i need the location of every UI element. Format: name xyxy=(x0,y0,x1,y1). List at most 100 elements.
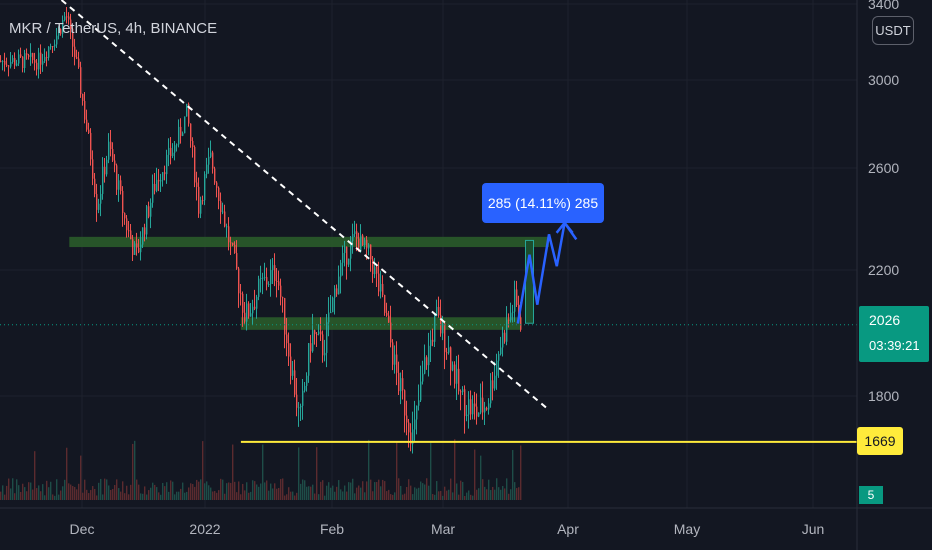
volume-bar xyxy=(310,486,312,500)
candle-body xyxy=(502,332,504,348)
volume-bar xyxy=(304,480,306,500)
volume-bar xyxy=(324,495,326,500)
candle-body xyxy=(314,330,316,335)
volume-bar xyxy=(330,487,332,500)
volume-bar xyxy=(160,494,162,500)
y-tick-label: 3000 xyxy=(868,72,899,88)
volume-bar xyxy=(138,484,140,500)
candle-body xyxy=(292,370,294,376)
candle-body xyxy=(404,390,406,416)
volume-bar xyxy=(232,444,234,500)
volume-bar xyxy=(358,485,360,500)
candle-body xyxy=(12,58,14,62)
volume-bar xyxy=(512,450,514,500)
candle-body xyxy=(216,182,218,188)
volume-bar xyxy=(242,483,244,500)
volume-bar xyxy=(320,481,322,500)
candle-body xyxy=(24,53,26,69)
candle-body xyxy=(330,312,332,314)
volume-bar xyxy=(306,486,308,500)
volume-bar xyxy=(270,483,272,500)
candle-body xyxy=(326,322,328,353)
candle-body xyxy=(308,343,310,376)
candle-body xyxy=(210,152,212,157)
volume-bar xyxy=(520,445,522,500)
volume-bar xyxy=(420,481,422,500)
volume-bar xyxy=(352,478,354,500)
candle-body xyxy=(514,289,516,312)
volume-bar xyxy=(54,495,56,500)
candle-body xyxy=(46,56,48,58)
candle-body xyxy=(348,258,350,265)
volume-bar xyxy=(514,482,516,500)
candle-body xyxy=(464,389,466,417)
volume-bar xyxy=(118,488,120,500)
candle-body xyxy=(506,319,508,342)
candle-body xyxy=(174,145,176,153)
candle-body xyxy=(460,391,462,393)
candle-body xyxy=(418,400,420,406)
volume-bar xyxy=(28,482,30,500)
candle-body xyxy=(94,178,96,195)
candle-body xyxy=(116,165,118,190)
volume-bar xyxy=(372,491,374,500)
volume-bar xyxy=(106,479,108,500)
volume-bar xyxy=(494,489,496,500)
volume-bar xyxy=(26,491,28,500)
candle-body xyxy=(422,373,424,382)
x-tick-label: May xyxy=(674,521,700,537)
candle-body xyxy=(446,352,448,354)
x-tick-label: Mar xyxy=(431,521,455,537)
volume-bar xyxy=(224,493,226,500)
volume-bar xyxy=(400,485,402,500)
candle-body xyxy=(144,227,146,235)
volume-bar xyxy=(390,494,392,500)
candle-body xyxy=(20,54,22,57)
volume-bar xyxy=(162,482,164,500)
candle-body xyxy=(200,200,202,214)
candle-body xyxy=(32,52,34,61)
y-tick-label: 3400 xyxy=(868,0,899,12)
volume-bar xyxy=(154,484,156,500)
y-tick-label: 2200 xyxy=(868,262,899,278)
candle-body xyxy=(500,347,502,354)
candle-body xyxy=(434,315,436,342)
volume-bar xyxy=(174,494,176,500)
candle-body xyxy=(70,19,72,29)
volume-bar xyxy=(152,482,154,500)
candle-body xyxy=(154,183,156,191)
candle-body xyxy=(190,123,192,141)
candle-body xyxy=(192,140,194,147)
symbol-title[interactable]: MKR / TetherUS, 4h, BINANCE xyxy=(9,20,218,37)
candle-body xyxy=(296,394,298,408)
candle-body xyxy=(248,303,250,317)
candle-body xyxy=(194,146,196,183)
volume-bar xyxy=(506,478,508,500)
candle-body xyxy=(64,16,66,21)
volume-bar xyxy=(394,492,396,500)
candle-body xyxy=(108,141,110,160)
y-tick-label: 2600 xyxy=(868,160,899,176)
candle-body xyxy=(232,242,234,245)
candle-body xyxy=(392,342,394,365)
candle-body xyxy=(104,166,106,175)
candle-body xyxy=(342,252,344,263)
volume-bar xyxy=(444,486,446,500)
volume-bar xyxy=(62,486,64,500)
zone-rect xyxy=(69,236,550,248)
volume-bar xyxy=(484,486,486,500)
candle-body xyxy=(238,268,240,294)
volume-bar xyxy=(430,442,432,500)
currency-button[interactable]: USDT xyxy=(872,16,914,45)
volume-bar xyxy=(254,481,256,500)
volume-bar xyxy=(398,478,400,500)
candle-body xyxy=(240,293,242,295)
volume-bar xyxy=(298,447,300,500)
candle-body xyxy=(30,52,32,57)
candle-body xyxy=(220,201,222,213)
candle-body xyxy=(358,238,360,252)
candle-body xyxy=(474,403,476,407)
volume-bar xyxy=(446,490,448,500)
volume-bar xyxy=(454,439,456,500)
